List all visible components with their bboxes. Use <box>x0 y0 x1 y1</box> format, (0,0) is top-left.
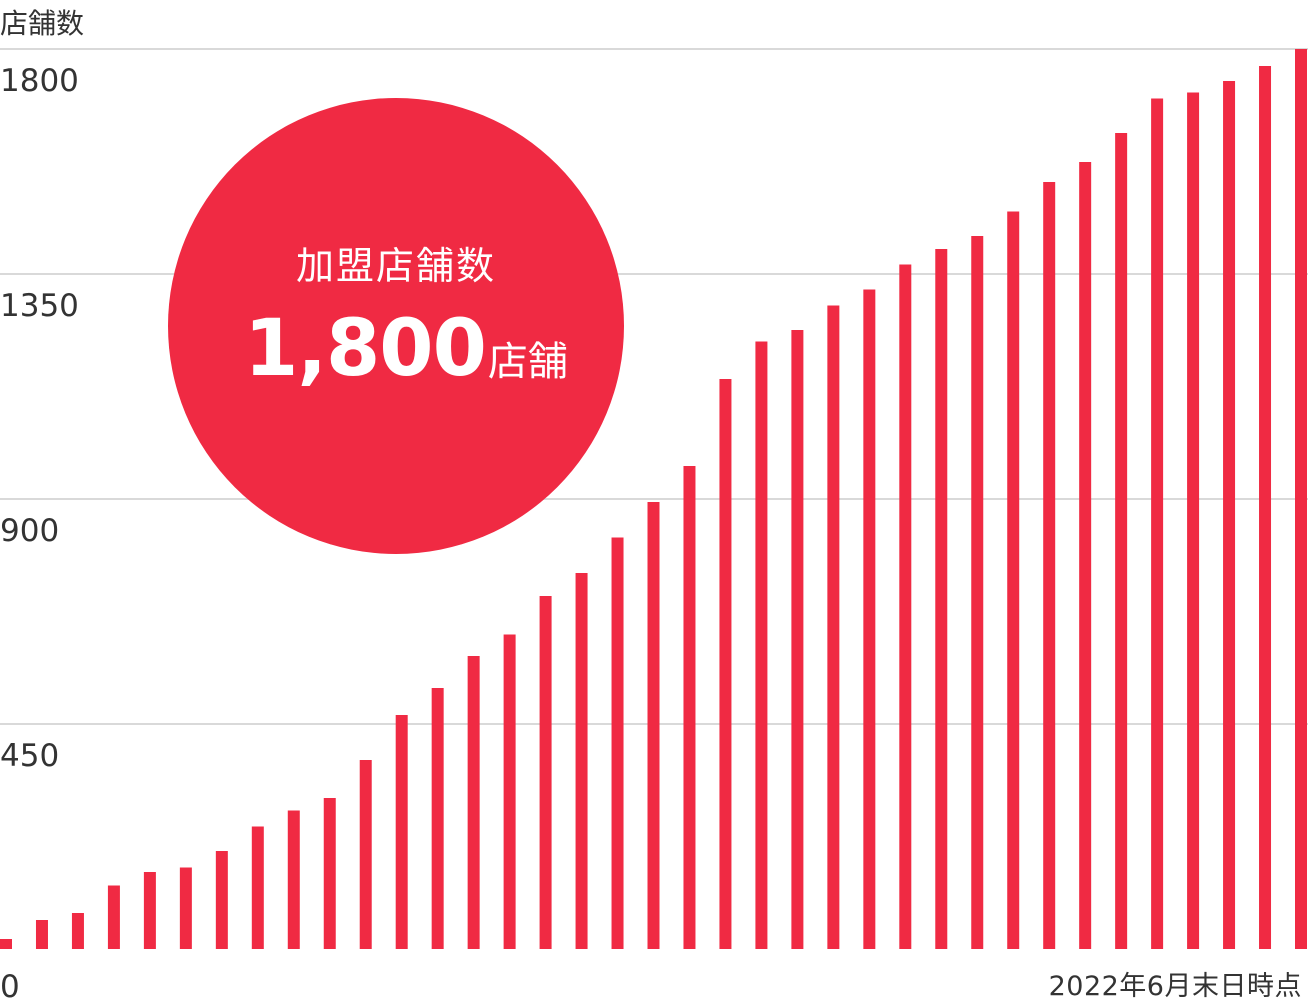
bar <box>1007 211 1020 949</box>
bar <box>71 913 84 949</box>
bar <box>503 634 516 949</box>
y-tick-label: 0 <box>0 969 20 1005</box>
y-axis-label: 店舗数 <box>0 7 85 40</box>
bar <box>1079 162 1092 949</box>
badge-value: 1,800 <box>244 303 487 394</box>
y-tick-label: 450 <box>0 738 59 774</box>
bar <box>0 939 12 949</box>
bar <box>359 760 372 949</box>
bar <box>1115 133 1128 949</box>
bar <box>1259 66 1272 949</box>
bar <box>215 851 228 949</box>
badge-value-row: 1,800 店舗 <box>244 304 568 394</box>
bar <box>791 330 804 949</box>
bar <box>1223 81 1236 949</box>
bar <box>755 341 768 949</box>
bar <box>863 289 876 949</box>
bar <box>395 715 408 949</box>
bar <box>1043 182 1056 949</box>
bar <box>719 379 732 949</box>
bar <box>647 502 660 949</box>
bar <box>1187 92 1200 949</box>
bar <box>35 920 48 949</box>
bar <box>575 573 588 949</box>
bar <box>251 826 264 949</box>
bar <box>467 656 480 949</box>
bar <box>1295 49 1307 949</box>
bar <box>107 885 120 949</box>
bar <box>899 264 912 949</box>
bar <box>935 249 948 949</box>
date-note: 2022年6月末日時点 <box>1048 971 1302 1002</box>
badge-label: 加盟店舗数 <box>295 243 496 288</box>
bar <box>683 466 696 949</box>
y-tick-label: 1350 <box>0 288 79 324</box>
bar <box>827 305 840 949</box>
bar <box>971 236 984 949</box>
bar <box>287 810 300 949</box>
y-tick-label: 1800 <box>0 63 79 99</box>
badge-unit: 店舗 <box>487 338 568 385</box>
y-tick-label: 900 <box>0 513 59 549</box>
bar <box>179 867 192 949</box>
bar <box>611 537 624 949</box>
total-stores-badge: 加盟店舗数 1,800 店舗 <box>168 98 624 554</box>
bar <box>323 798 336 949</box>
bar <box>1151 98 1164 949</box>
bar <box>431 688 444 949</box>
bar <box>539 596 552 949</box>
bar <box>143 872 156 949</box>
